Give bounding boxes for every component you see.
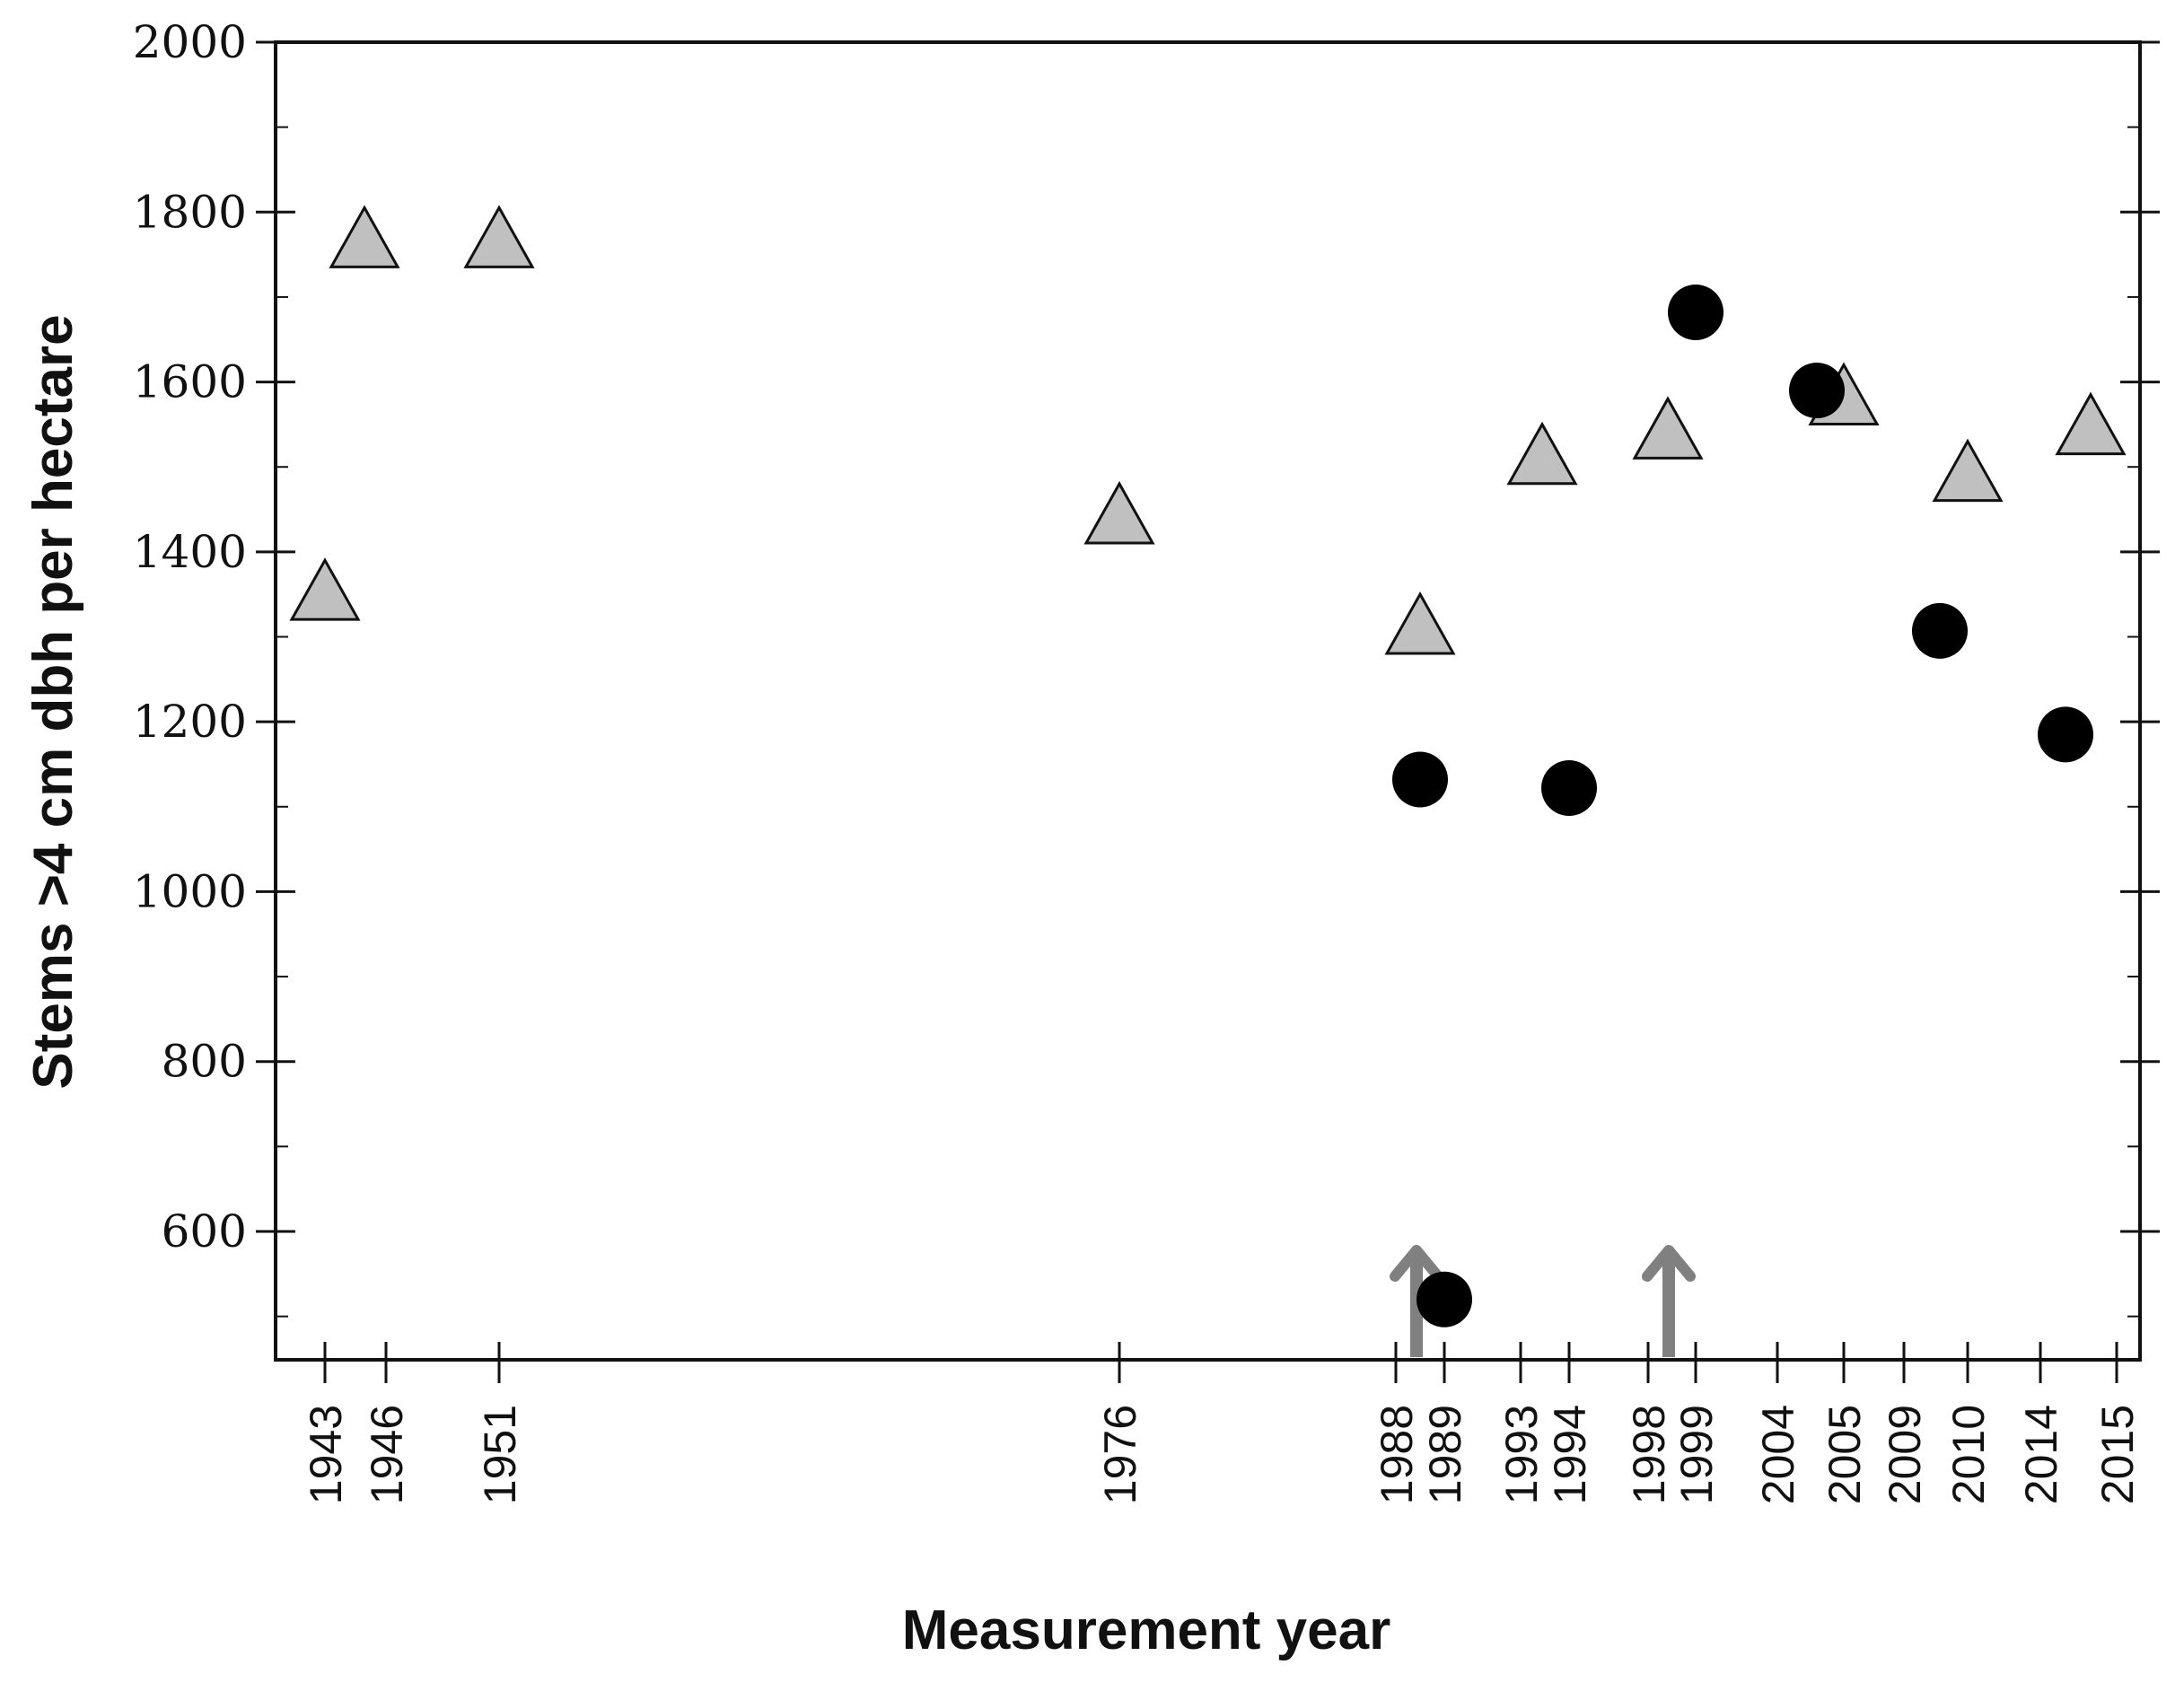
x-tick-label: 1976 <box>1095 1405 1145 1504</box>
triangle-point-1998 <box>1632 396 1704 460</box>
circle-point-1999 <box>1668 284 1724 340</box>
x-tick-label: 2005 <box>1820 1405 1870 1504</box>
y-axis: 600 800 1000 1200 1400 1600 1800 2000 <box>133 16 2160 1318</box>
circle-point-2009 <box>1912 602 1968 659</box>
y-tick-label: 1200 <box>133 696 247 748</box>
y-tick-label: 600 <box>162 1205 247 1257</box>
circle-point-1994 <box>1541 759 1597 816</box>
x-tick-label: 1994 <box>1545 1405 1595 1504</box>
x-tick-label: 1946 <box>362 1405 412 1504</box>
event-arrow-head <box>1642 1245 1696 1282</box>
plot-frame <box>274 40 2142 1362</box>
y-tick-label: 1000 <box>133 865 247 917</box>
x-tick-label: 1989 <box>1420 1405 1470 1504</box>
triangle-point-1951 <box>463 205 535 268</box>
triangle-point-2015 <box>2055 391 2127 456</box>
triangle-point-1988 <box>1384 591 1456 655</box>
event-arrows <box>1390 1245 1696 1357</box>
circle-point-1988 <box>1392 751 1448 808</box>
triangle-point-1976 <box>1083 480 1155 545</box>
y-tick-label: 1800 <box>133 186 247 238</box>
triangle-point-1946 <box>329 205 400 268</box>
x-tick-label: 1988 <box>1372 1405 1422 1504</box>
data-points <box>289 205 2127 1327</box>
y-axis-title: Stems >4 cm dbh per hectare <box>22 314 84 1089</box>
triangle-point-1993 <box>1506 421 1578 486</box>
circle-point-2014 <box>2038 706 2093 763</box>
x-tick-label: 1999 <box>1671 1405 1722 1504</box>
x-tick-label: 2010 <box>1943 1405 1994 1504</box>
triangle-point-2010 <box>1932 438 2004 503</box>
x-axis-title: Measurement year <box>902 1599 1391 1661</box>
x-tick-label: 1943 <box>301 1405 351 1504</box>
x-tick-label: 2004 <box>1753 1405 1803 1504</box>
x-tick-label: 2014 <box>2016 1405 2066 1504</box>
y-tick-label: 1400 <box>133 526 247 578</box>
circle-point-1989 <box>1417 1271 1472 1327</box>
triangle-point-1943 <box>289 557 361 621</box>
x-tick-label: 2009 <box>1880 1405 1930 1504</box>
x-tick-label: 2015 <box>2092 1405 2143 1504</box>
circle-point-2004 <box>1789 363 1845 419</box>
x-tick-label: 1951 <box>475 1405 525 1504</box>
y-tick-label: 2000 <box>133 16 247 68</box>
x-tick-label: 1998 <box>1624 1405 1674 1504</box>
event-arrow-head <box>1390 1245 1443 1282</box>
x-tick-label: 1993 <box>1496 1405 1547 1504</box>
y-tick-label: 1600 <box>133 356 247 408</box>
y-tick-label: 800 <box>162 1036 247 1088</box>
